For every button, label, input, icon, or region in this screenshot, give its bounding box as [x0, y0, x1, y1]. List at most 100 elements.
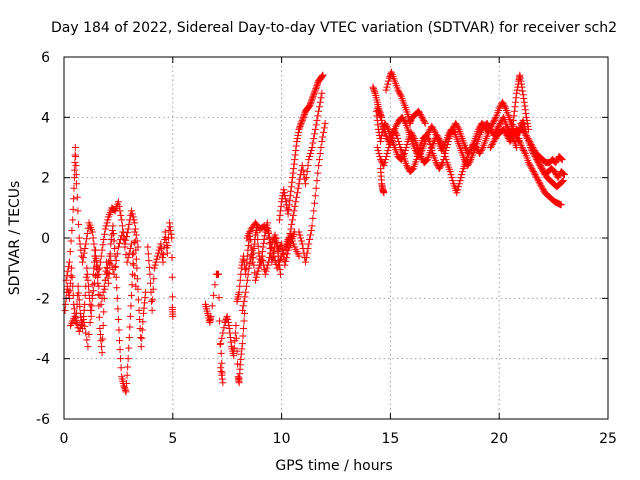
data-point [370, 86, 378, 94]
data-point [393, 121, 401, 129]
y-tick-label: 4 [41, 110, 50, 126]
data-point [131, 228, 139, 236]
data-point [265, 228, 273, 236]
data-point [83, 270, 91, 278]
data-point [484, 121, 492, 129]
data-point [274, 261, 282, 269]
data-point [407, 118, 415, 126]
data-point [407, 116, 415, 124]
data-point [313, 116, 321, 124]
data-point [506, 137, 514, 145]
data-point [261, 270, 269, 278]
data-point [295, 180, 303, 188]
data-point [70, 305, 78, 313]
data-point [458, 171, 466, 179]
data-point [72, 162, 80, 170]
data-point [308, 144, 316, 151]
data-point [307, 226, 315, 234]
data-point [113, 250, 121, 258]
data-point [537, 181, 545, 189]
data-point [452, 121, 460, 129]
data-point [514, 127, 522, 135]
data-point [76, 325, 84, 332]
data-point [486, 124, 494, 132]
data-point [130, 216, 138, 224]
data-point [259, 243, 267, 251]
data-point [100, 236, 108, 244]
data-point [428, 122, 436, 130]
data-point [536, 162, 544, 170]
data-point [106, 252, 114, 260]
data-point [534, 159, 542, 167]
data-point [71, 151, 79, 159]
data-point [318, 72, 326, 80]
data-point [478, 145, 486, 153]
data-point [98, 343, 106, 351]
data-point [521, 124, 529, 132]
data-point [520, 94, 528, 102]
data-point [80, 315, 88, 323]
data-point [78, 318, 86, 326]
data-point [139, 309, 147, 317]
data-point [251, 276, 259, 284]
data-point [501, 128, 509, 136]
data-point [164, 242, 172, 250]
data-point [422, 157, 430, 165]
data-point [426, 140, 434, 148]
data-point [81, 322, 89, 330]
data-point [519, 91, 527, 99]
data-point [288, 220, 296, 228]
data-point [385, 144, 393, 151]
data-point [507, 136, 515, 144]
data-point [383, 124, 391, 132]
data-point [264, 261, 272, 269]
data-point [532, 154, 540, 162]
data-point [311, 86, 319, 94]
data-point [552, 159, 560, 167]
data-point [447, 171, 455, 179]
data-point [95, 313, 103, 321]
data-point [252, 273, 260, 281]
data-point [82, 240, 90, 248]
data-point [220, 324, 228, 332]
data-point [157, 240, 165, 248]
data-point [522, 110, 530, 118]
data-point [101, 276, 109, 284]
data-point [80, 249, 88, 257]
data-point [65, 258, 73, 266]
data-point [121, 243, 129, 251]
data-point [217, 349, 225, 357]
data-point [292, 198, 300, 206]
data-point [396, 91, 404, 99]
data-point [215, 294, 223, 302]
data-point [509, 131, 517, 139]
data-point [283, 243, 291, 251]
data-point [127, 291, 135, 299]
data-point [76, 309, 84, 317]
data-point [124, 355, 132, 363]
data-point [134, 243, 142, 251]
data-point [309, 139, 317, 147]
data-point [132, 231, 140, 239]
data-point [286, 192, 294, 200]
data-point [279, 251, 287, 259]
data-point [490, 116, 498, 124]
data-point [249, 254, 257, 262]
data-point [404, 163, 412, 171]
data-point [244, 270, 252, 278]
data-point [85, 331, 93, 339]
data-point [525, 159, 533, 167]
data-point [430, 127, 438, 135]
data-point [319, 71, 327, 79]
data-point [87, 306, 95, 314]
data-point [311, 130, 319, 138]
data-point [114, 305, 122, 313]
data-point [284, 207, 292, 215]
data-point [95, 270, 103, 278]
data-point [558, 178, 566, 186]
data-point [77, 246, 85, 254]
data-point [282, 254, 290, 262]
data-point [395, 140, 403, 148]
data-point [449, 177, 457, 185]
data-point [527, 140, 535, 148]
